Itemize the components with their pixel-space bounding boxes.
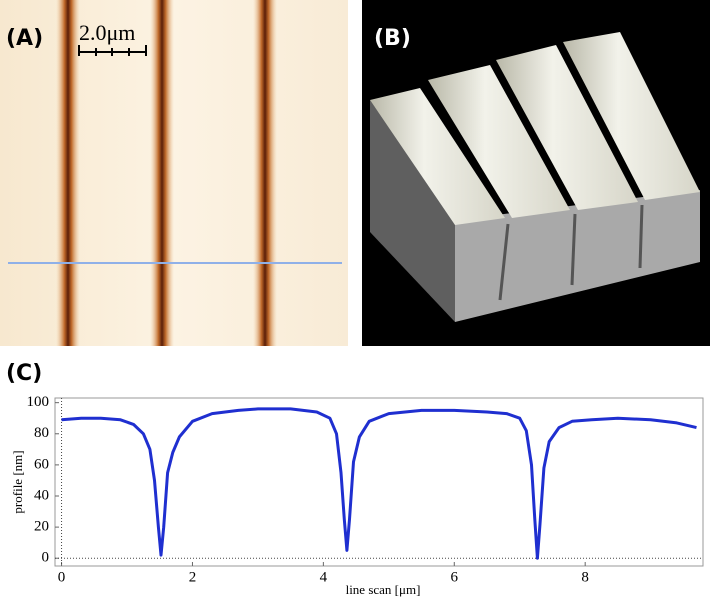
panel-label: (B) — [374, 26, 411, 51]
y-tick-label: 60 — [34, 456, 49, 472]
panel-b: (B) — [362, 0, 710, 346]
scale-bar-label: 2.0μm — [79, 20, 135, 45]
y-tick-label: 40 — [34, 487, 49, 503]
x-tick-label: 6 — [451, 569, 459, 585]
plot-frame — [54, 397, 704, 567]
x-tick-label: 0 — [58, 569, 66, 585]
block-side — [370, 100, 455, 322]
ridge — [370, 88, 505, 225]
y-tick-label: 0 — [42, 550, 50, 566]
groove — [253, 0, 277, 346]
groove-edge — [498, 204, 644, 301]
profile-line — [61, 407, 697, 560]
x-tick-label: 2 — [189, 569, 197, 585]
scale-bar — [78, 45, 147, 56]
x-tick-label: 8 — [581, 569, 589, 585]
x-tick-label: 4 — [320, 569, 328, 585]
x-axis-title: line scan [μm] — [346, 582, 421, 597]
ridge — [496, 45, 638, 210]
y-axis-title: profile [nm] — [10, 450, 25, 513]
panel-a: 2.0μm (A) — [0, 0, 348, 346]
groove — [56, 0, 80, 346]
y-tick-label: 100 — [27, 394, 50, 410]
panel-label: (C) — [6, 361, 42, 386]
groove — [150, 0, 174, 346]
block-front — [455, 190, 700, 322]
y-tick-label: 20 — [34, 519, 49, 535]
ridge — [428, 65, 570, 218]
panel-label: (A) — [6, 26, 43, 51]
ridge — [563, 32, 700, 200]
y-tick-label: 80 — [34, 425, 49, 441]
